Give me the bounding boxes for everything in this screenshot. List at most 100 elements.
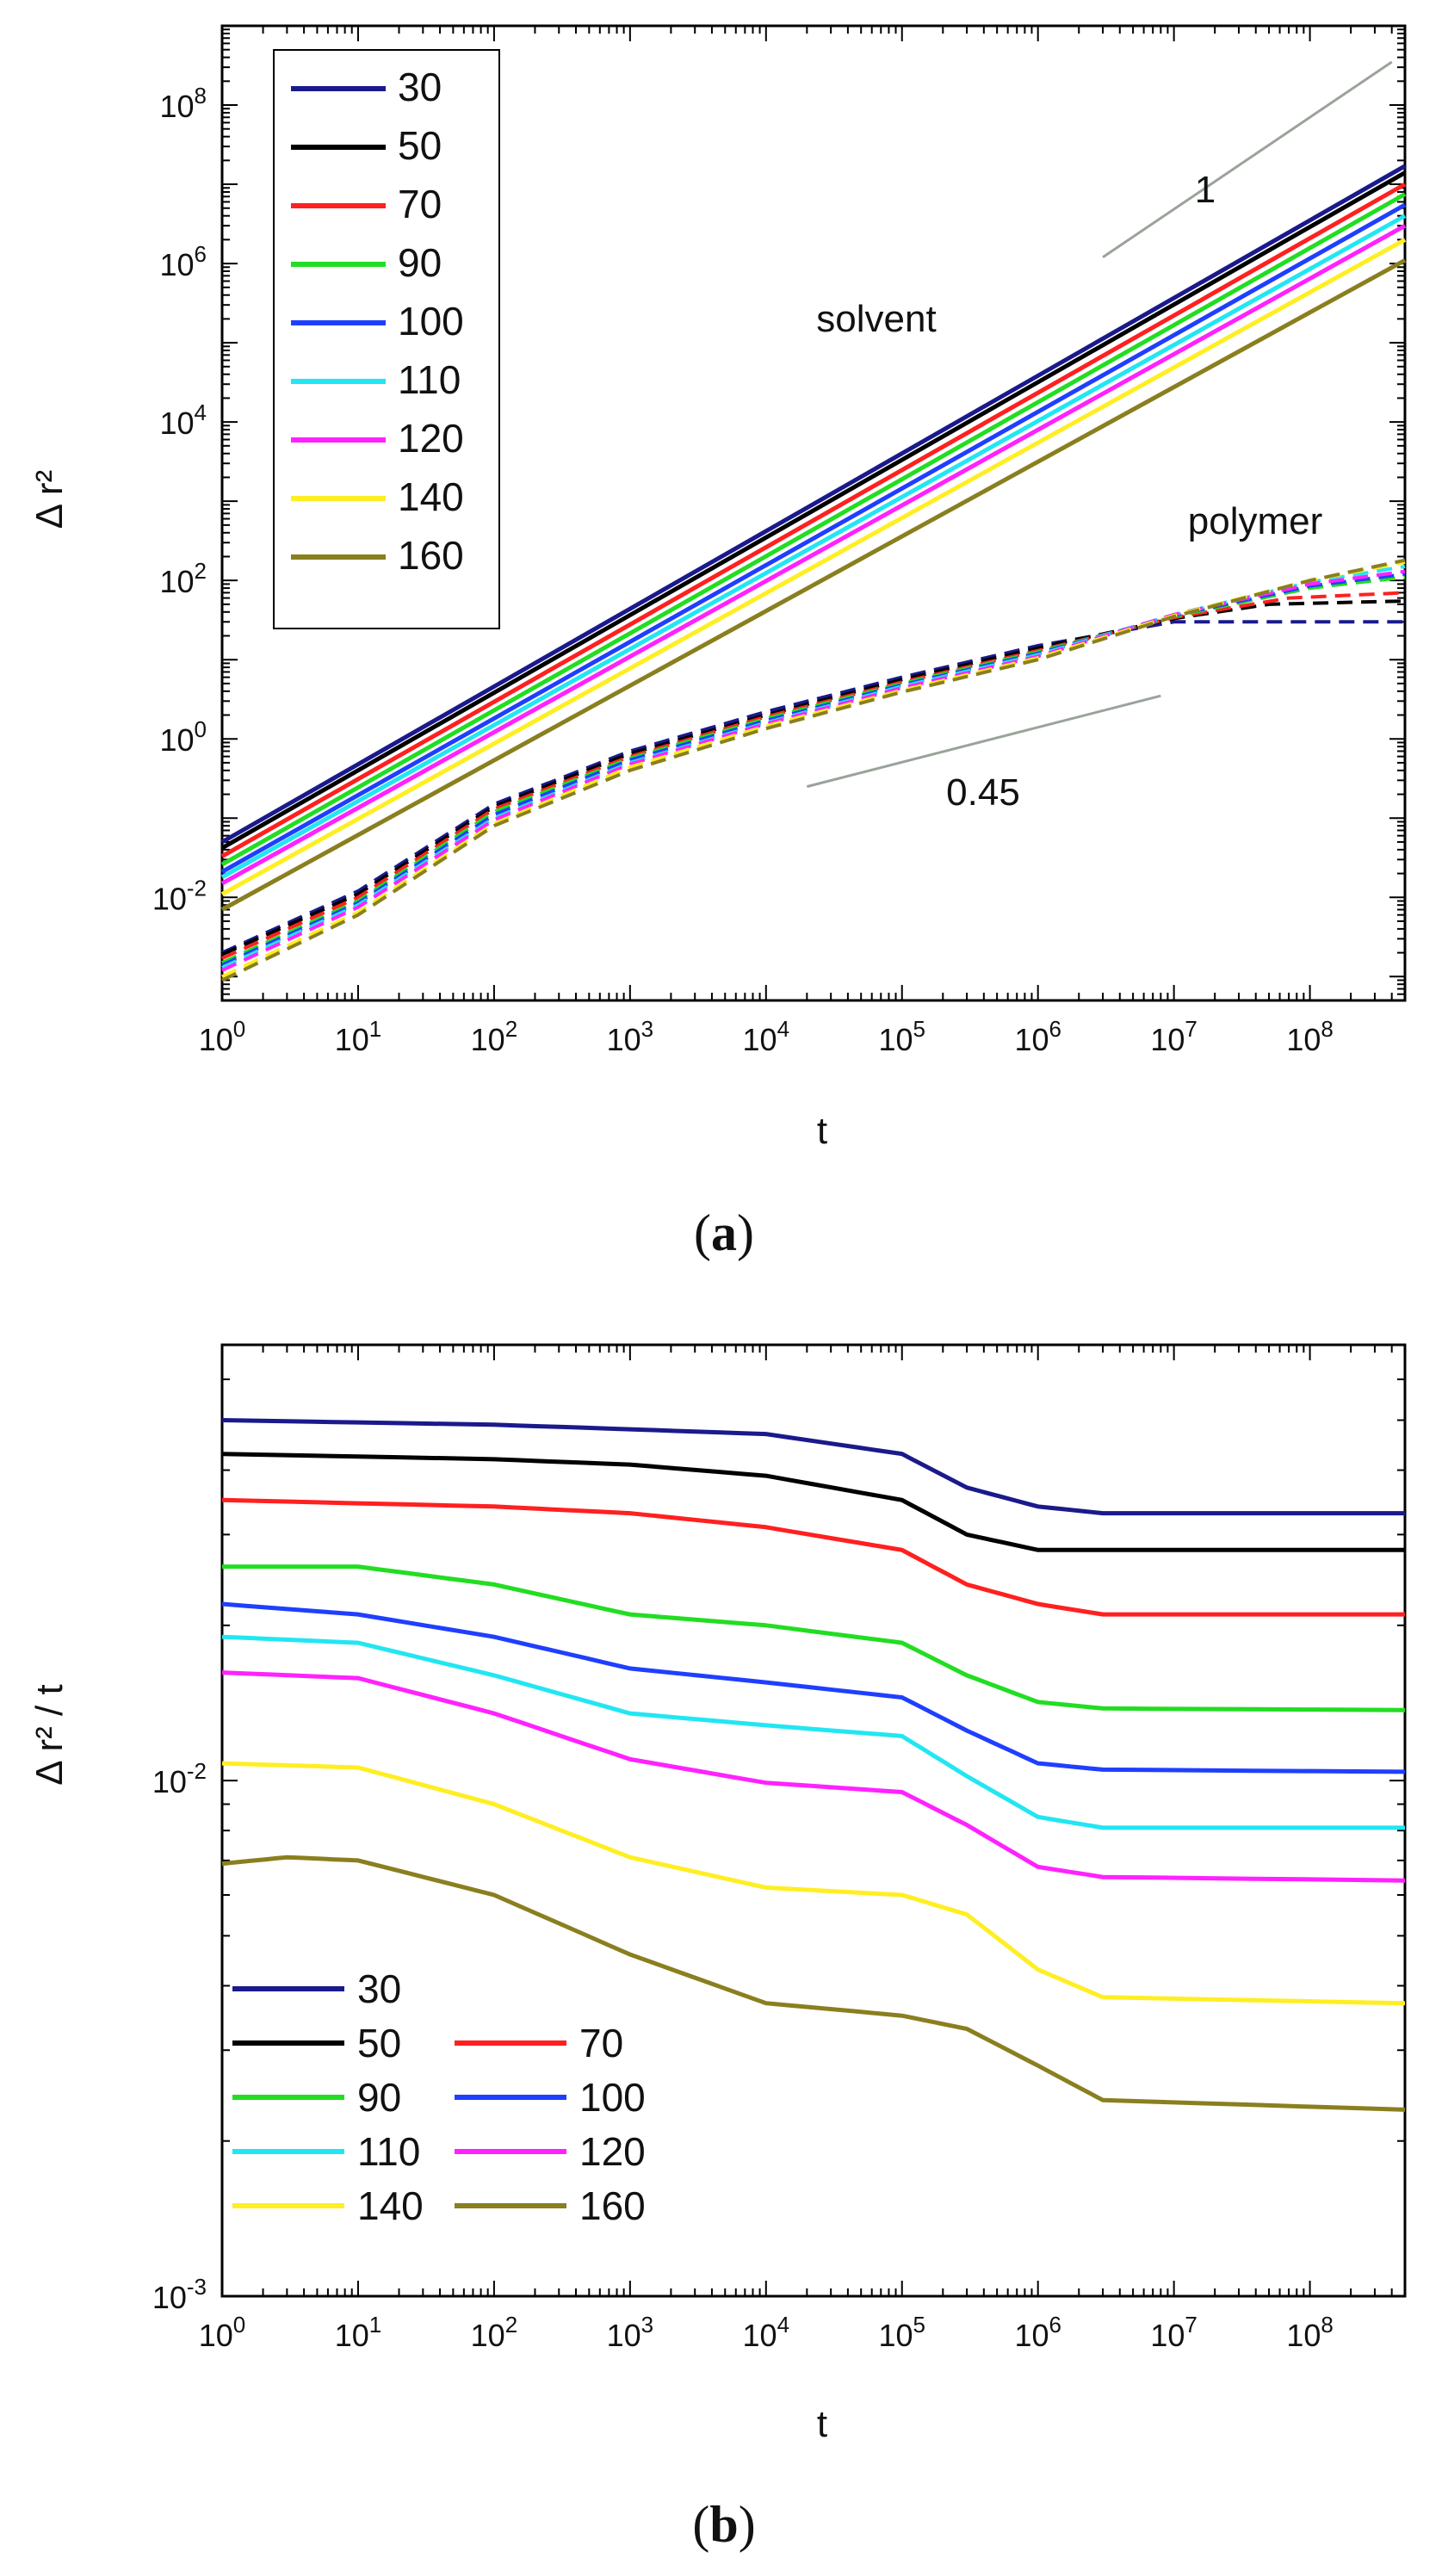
x-tick-exponent: 7	[1185, 2312, 1197, 2338]
y-tick-exponent: 2	[195, 558, 207, 584]
y-tick-label: 102	[159, 558, 207, 599]
x-tick-exponent: 5	[913, 1016, 925, 1042]
solvent-series-50	[220, 170, 1407, 851]
x-tick-exponent: 8	[1321, 1016, 1333, 1042]
legend-label-100: 100	[398, 299, 464, 344]
y-tick-exponent: 6	[195, 241, 207, 267]
panel-a-x-tick-labels: 100 101 102 103 104 105 106 107 108	[199, 1016, 1334, 1057]
legend-label-100: 100	[579, 2075, 646, 2120]
x-tick-base: 10	[335, 2318, 369, 2353]
x-tick-label: 108	[1286, 1016, 1334, 1057]
panel-b-caption: (b)	[692, 2496, 755, 2553]
y-tick-label: 10-2	[152, 875, 207, 916]
legend-label-140: 140	[357, 2183, 424, 2228]
x-tick-label: 105	[878, 2312, 925, 2353]
x-tick-label: 101	[335, 2312, 382, 2353]
y-tick-label: 106	[159, 241, 207, 282]
y-tick-label: 10-2	[152, 1758, 207, 1799]
annotation-solvent: solvent	[816, 298, 936, 340]
y-tick-base: 10	[159, 89, 194, 124]
x-tick-base: 10	[199, 2318, 233, 2353]
legend-label-110: 110	[398, 357, 461, 402]
solvent-series-100	[220, 202, 1407, 874]
y-tick-base: 10	[152, 2280, 187, 2315]
series-line-90	[222, 1564, 1406, 1712]
slope-guide-line	[1102, 60, 1393, 259]
y-tick-exponent: -2	[187, 875, 207, 901]
x-tick-exponent: 4	[777, 2312, 789, 2338]
legend-label-120: 120	[579, 2129, 646, 2174]
panel-a-caption: (a)	[694, 1204, 754, 1261]
x-tick-label: 106	[1014, 1016, 1061, 1057]
legend-label-50: 50	[398, 123, 442, 168]
slope-guide-line	[806, 694, 1161, 789]
x-tick-label: 108	[1286, 2312, 1334, 2353]
solvent-series-90	[220, 192, 1407, 867]
solvent-series-160	[220, 258, 1407, 912]
x-tick-base: 10	[471, 2318, 505, 2353]
x-tick-base: 10	[1286, 2318, 1321, 2353]
legend-label-160: 160	[398, 533, 464, 578]
y-tick-exponent: 4	[195, 399, 207, 425]
x-tick-exponent: 0	[233, 1016, 245, 1042]
x-tick-base: 10	[743, 1022, 777, 1057]
panel-b-series	[221, 1418, 1406, 2112]
series-line-160	[221, 1855, 1406, 2112]
annotation-slope-045: 0.45	[946, 771, 1020, 814]
y-tick-label: 10-3	[152, 2274, 207, 2315]
legend-label-70: 70	[398, 182, 442, 226]
solvent-series-30	[220, 164, 1407, 845]
y-tick-exponent: -2	[187, 1758, 207, 1784]
x-tick-exponent: 1	[369, 1016, 381, 1042]
legend-label-30: 30	[357, 1966, 401, 2011]
x-tick-base: 10	[878, 2318, 913, 2353]
x-tick-label: 103	[607, 1016, 654, 1057]
x-tick-label: 104	[743, 2312, 790, 2353]
panel-a-chart: 100 101 102 103 104 105 106 107 108 10-210010210…	[28, 24, 1407, 1152]
x-tick-label: 103	[607, 2312, 654, 2353]
series-line-110	[221, 1634, 1405, 1830]
y-tick-exponent: 8	[195, 83, 207, 108]
panel-b-legend: 30 50 70 90 100 110 120 140 160	[232, 1966, 646, 2228]
y-tick-base: 10	[159, 564, 194, 599]
x-tick-base: 10	[1014, 1022, 1049, 1057]
x-tick-base: 10	[743, 2318, 777, 2353]
panel-b-chart: 100 101 102 103 104 105 106 107 108 10-310-2 t Δ…	[28, 1343, 1407, 2445]
y-tick-exponent: -3	[187, 2274, 207, 2300]
legend-label-110: 110	[357, 2129, 420, 2174]
series-line-30	[221, 1418, 1405, 1516]
x-tick-exponent: 4	[777, 1016, 789, 1042]
x-tick-exponent: 3	[641, 2312, 653, 2338]
panel-a-legend: 30 50 70 90 100 110 120 140 160	[273, 49, 500, 629]
y-tick-label: 108	[159, 83, 207, 124]
polymer-series-160	[221, 558, 1406, 982]
panel-a-series	[220, 164, 1407, 982]
legend-label-90: 90	[357, 2075, 401, 2120]
legend-label-70: 70	[579, 2021, 623, 2065]
y-tick-base: 10	[159, 722, 194, 758]
x-tick-base: 10	[1150, 1022, 1185, 1057]
x-tick-exponent: 2	[505, 1016, 517, 1042]
x-tick-label: 102	[471, 2312, 518, 2353]
x-tick-base: 10	[471, 1022, 505, 1057]
y-tick-base: 10	[152, 881, 187, 916]
polymer-series-30	[221, 620, 1405, 955]
legend-label-30: 30	[398, 65, 442, 109]
panel-b-ticks	[221, 1344, 1406, 2297]
panel-a-guide-lines	[806, 60, 1393, 789]
x-tick-label: 107	[1150, 1016, 1197, 1057]
x-tick-exponent: 7	[1185, 1016, 1197, 1042]
series-line-120	[221, 1670, 1406, 1883]
x-tick-base: 10	[335, 1022, 369, 1057]
legend-label-140: 140	[398, 474, 464, 519]
annotation-polymer: polymer	[1188, 500, 1323, 542]
solvent-series-70	[220, 182, 1407, 858]
panel-b-plot-frame	[220, 1343, 1407, 2298]
panel-a-legend-box	[273, 49, 500, 629]
series-line-70	[221, 1497, 1405, 1617]
x-tick-exponent: 5	[913, 2312, 925, 2338]
legend-label-160: 160	[579, 2183, 646, 2228]
x-tick-label: 104	[743, 1016, 790, 1057]
